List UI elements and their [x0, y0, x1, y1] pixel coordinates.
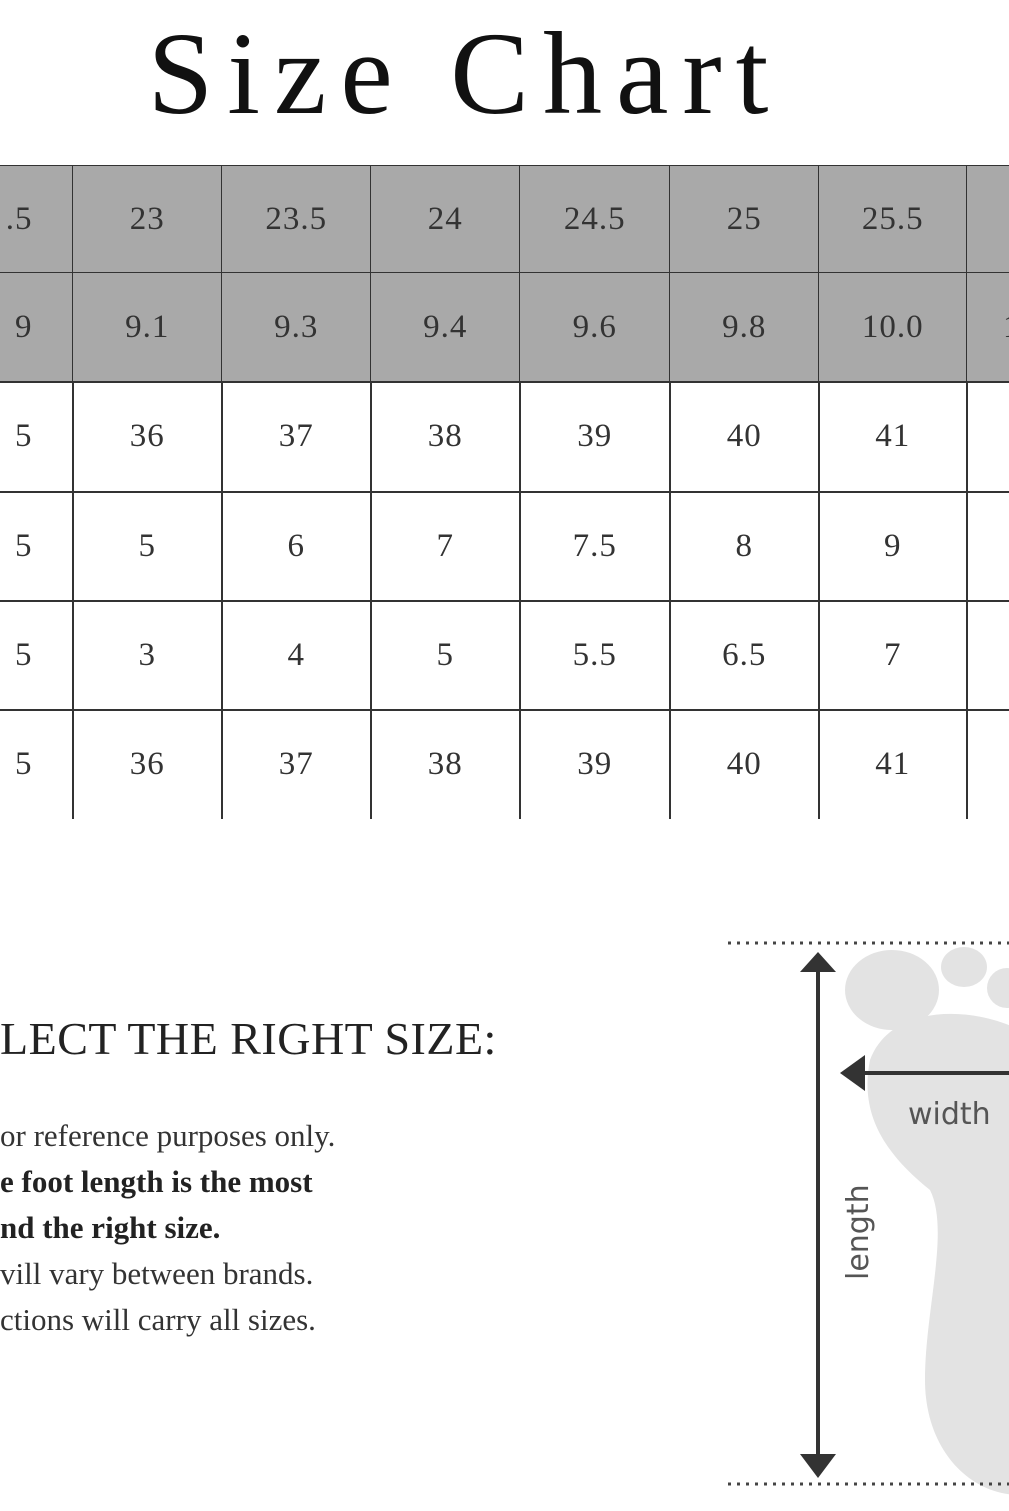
guide-line: ctions will carry all sizes. [0, 1302, 316, 1338]
table-cell: 4 [221, 600, 372, 711]
table-cell [966, 709, 1009, 819]
table-cell: 6.5 [669, 600, 820, 711]
table-cell: 9.4 [370, 272, 521, 383]
toe-3 [987, 968, 1009, 1008]
foot-measurement-diagram: width length [720, 930, 1009, 1506]
table-cell: 9.6 [519, 272, 671, 383]
table-cell: 39 [519, 381, 671, 493]
table-cell: 37 [221, 381, 372, 493]
table-cell: 5 [0, 381, 74, 493]
table-cell: 38 [370, 709, 521, 819]
width-label: width [908, 1097, 991, 1132]
guide-heading: LECT THE RIGHT SIZE: [0, 1012, 497, 1065]
table-cell: 23 [72, 165, 223, 274]
table-cell: 24.5 [519, 165, 671, 274]
table-cell [966, 165, 1009, 274]
length-label: length [841, 1184, 876, 1280]
table-cell: 5 [370, 600, 521, 711]
table-cell [966, 600, 1009, 711]
table-cell: 5 [0, 600, 74, 711]
table-cell: 38 [370, 381, 521, 493]
table-cell: 40 [669, 709, 820, 819]
table-cell: 10.0 [818, 272, 968, 383]
page-title: Size Chart [100, 6, 830, 142]
table-cell: 37 [221, 709, 372, 819]
table-cell: 36 [72, 709, 223, 819]
table-cell: 8 [669, 491, 820, 602]
table-cell: 9.3 [221, 272, 372, 383]
guide-line: nd the right size. [0, 1210, 220, 1246]
table-cell: .5 [0, 165, 74, 274]
guide-line: or reference purposes only. [0, 1118, 335, 1154]
table-cell: 41 [818, 381, 968, 493]
table-cell: 25.5 [818, 165, 968, 274]
table-cell: 7 [818, 600, 968, 711]
table-cell: 9.8 [669, 272, 820, 383]
guide-line: vill vary between brands. [0, 1256, 313, 1292]
table-cell: 1 [966, 272, 1009, 383]
table-cell: 3 [72, 600, 223, 711]
table-cell: 7.5 [519, 491, 671, 602]
table-cell: 40 [669, 381, 820, 493]
table-cell [966, 491, 1009, 602]
length-arrow [800, 952, 836, 1478]
table-cell [966, 381, 1009, 493]
guide-line: e foot length is the most [0, 1164, 313, 1200]
table-cell: 36 [72, 381, 223, 493]
table-cell: 25 [669, 165, 820, 274]
table-cell: 9 [818, 491, 968, 602]
table-cell: 41 [818, 709, 968, 819]
table-cell: 5 [0, 491, 74, 602]
table-cell: 6 [221, 491, 372, 602]
table-cell: 24 [370, 165, 521, 274]
table-cell: 7 [370, 491, 521, 602]
table-cell: 5 [72, 491, 223, 602]
table-cell: 23.5 [221, 165, 372, 274]
table-cell: 5.5 [519, 600, 671, 711]
foot-sole [868, 1014, 1009, 1495]
table-cell: 9 [0, 272, 74, 383]
toe-2 [941, 947, 987, 987]
table-cell: 5 [0, 709, 74, 819]
table-cell: 39 [519, 709, 671, 819]
table-cell: 9.1 [72, 272, 223, 383]
